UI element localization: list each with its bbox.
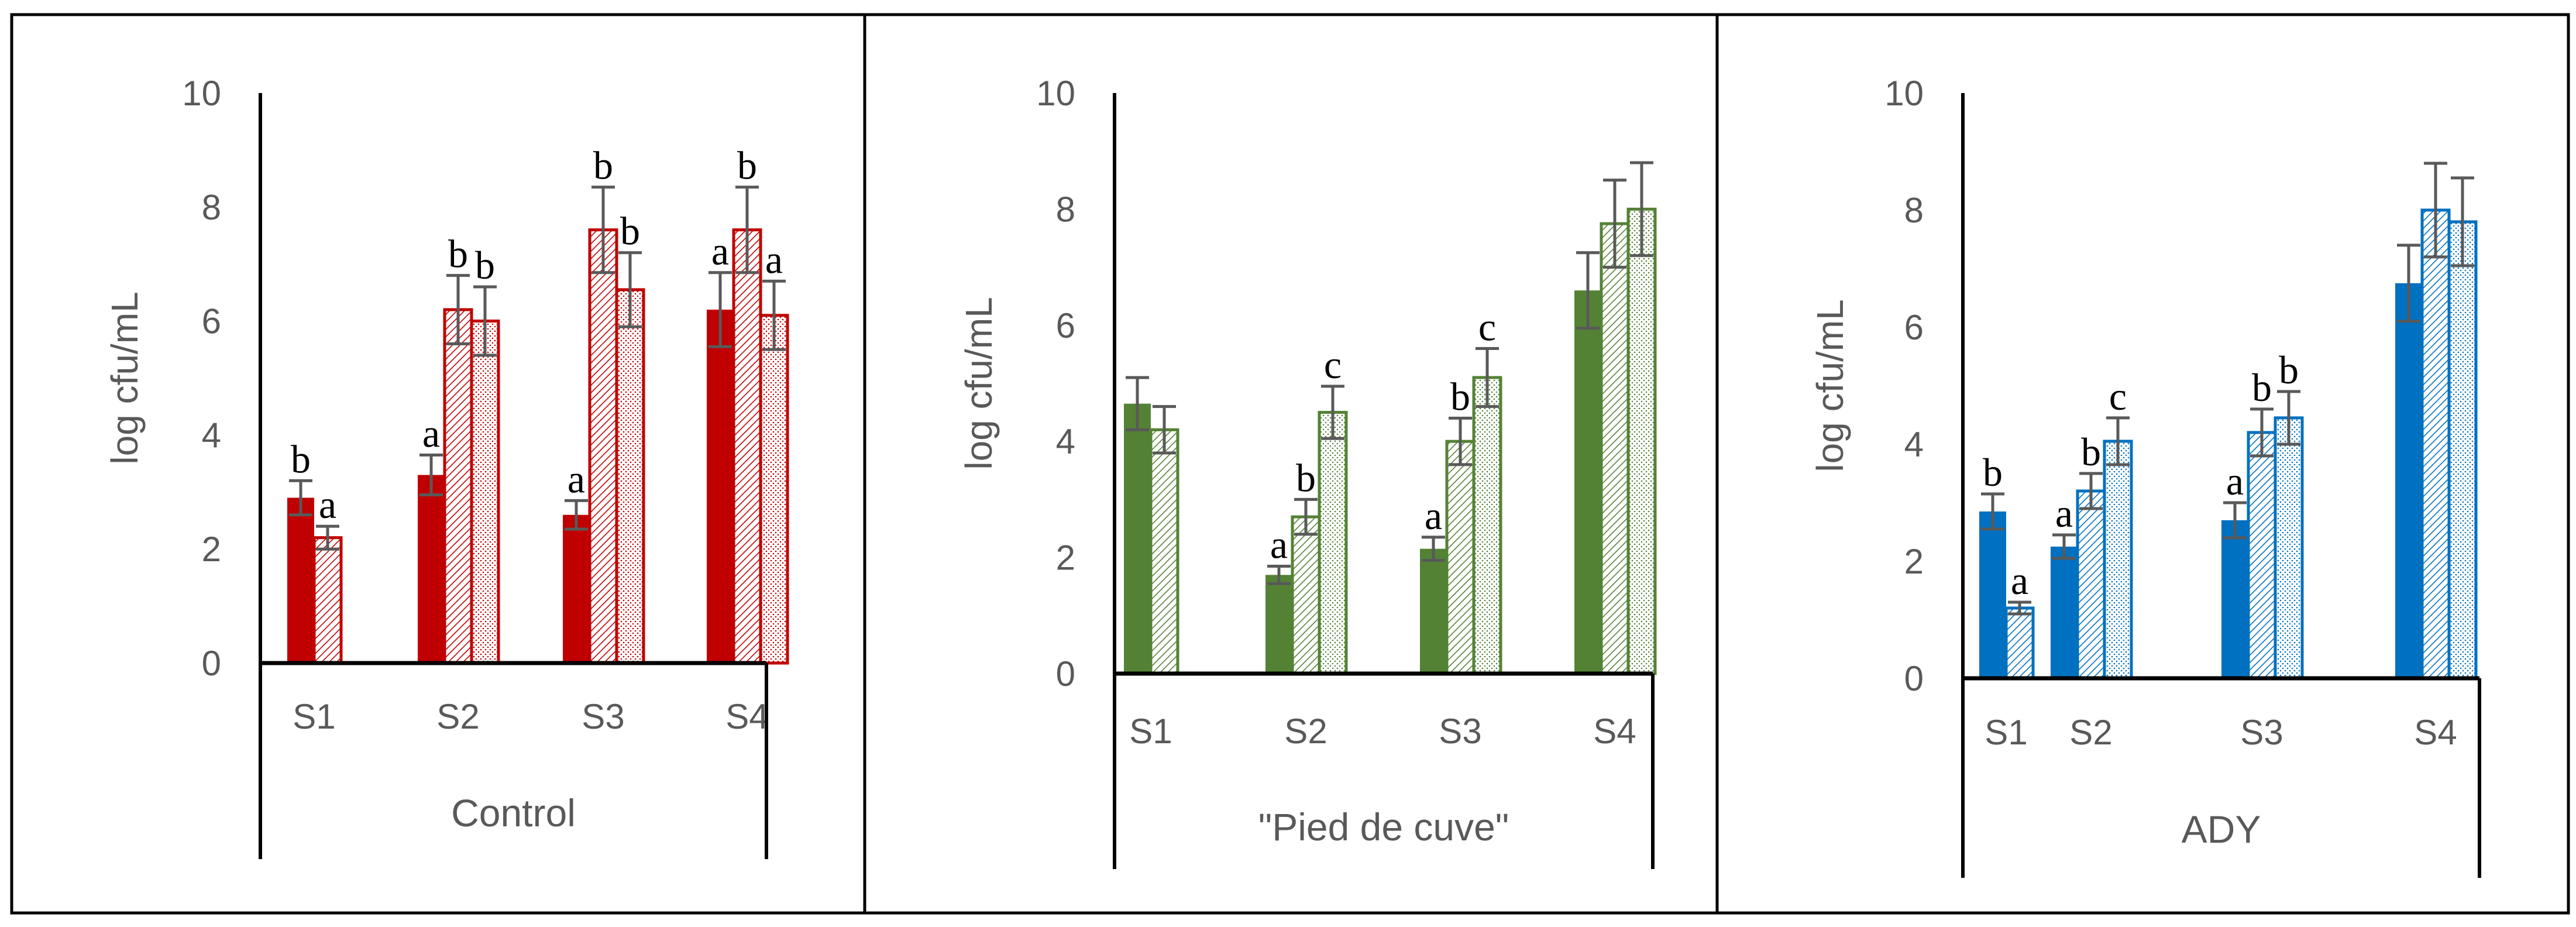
bar-s2-series-3 [470,320,500,665]
category-label: S1 [1985,713,2027,752]
category-label: S3 [2240,713,2283,752]
significance-letter: a [568,456,585,501]
category-label: S3 [582,697,624,736]
significance-letter: b [1983,450,2003,495]
bar-s2-series-2 [1291,515,1321,675]
bar-s2-series-1 [1265,575,1292,674]
bar-s4-series-3 [759,314,789,665]
category-label: S4 [725,697,768,736]
significance-letter: c [1478,304,1496,349]
bar-s1-series-2 [1149,428,1179,675]
significance-letter: b [291,437,311,481]
bar-s3-series-2 [1445,440,1476,675]
y-tick-label: 0 [1904,659,1924,698]
bar-s3-series-1 [1420,548,1447,674]
bar-s3-series-1 [2221,520,2248,678]
y-tick-label: 2 [1056,538,1075,578]
y-axis-title: log cfu/mL [1809,299,1851,472]
significance-letter: a [2226,459,2244,503]
bar-s3-series-3 [1472,376,1502,675]
significance-letter: a [711,229,729,273]
significance-letter: b [2279,348,2299,392]
bar-s2-series-2 [2076,489,2106,680]
significance-letter: b [1296,455,1316,500]
y-tick-label: 8 [1904,191,1924,230]
category-label: S3 [1439,712,1481,751]
category-label: S4 [1593,712,1636,751]
category-group-title: "Pied de cuve" [1258,805,1509,849]
bar-s3-series-2 [588,228,618,665]
figure-frame [10,13,2570,915]
significance-letter: a [1270,522,1288,566]
bar-s2-series-1 [418,475,445,663]
bar-s1-series-1 [287,497,314,663]
y-tick-label: 10 [1036,74,1075,113]
y-tick-label: 4 [1904,425,1924,464]
significance-letter: a [2011,558,2028,603]
significance-letter: b [737,143,757,188]
bar-s4-series-2 [1600,222,1630,675]
y-axis-title: log cfu/mL [958,297,1000,469]
bar-s4-series-1 [2395,283,2422,678]
category-label: S2 [436,697,479,736]
y-tick-label: 6 [202,302,221,341]
significance-letter: a [319,482,336,527]
significance-letter: a [2055,491,2073,535]
y-tick-label: 0 [202,644,221,683]
significance-letter: b [593,143,613,188]
bar-s2-series-3 [2103,440,2133,680]
significance-letter: b [475,243,495,287]
bar-s4-series-1 [707,310,734,663]
bar-s2-series-3 [1318,411,1348,675]
y-tick-label: 8 [1056,190,1075,229]
bar-s4-series-2 [732,228,762,665]
bar-s1-series-2 [312,536,343,665]
bar-s3-series-3 [615,288,645,665]
significance-letter: a [1425,493,1442,538]
category-label: S1 [1129,712,1172,751]
y-tick-label: 10 [1884,74,1924,113]
category-label: S2 [2069,713,2112,752]
y-tick-label: 0 [1056,654,1075,693]
significance-letter: b [448,232,468,276]
bar-s4-series-3 [1626,207,1657,675]
significance-letter: b [620,209,640,253]
significance-letter: a [422,411,440,455]
y-axis-title: log cfu/mL [104,291,146,464]
bar-s1-series-1 [1124,403,1151,674]
category-group-title: ADY [2182,808,2261,851]
bar-s4-series-3 [2447,220,2478,680]
significance-letter: b [2252,365,2272,410]
category-group-title: Control [451,791,576,835]
bar-s3-series-1 [563,514,590,663]
bar-s3-series-2 [2247,431,2277,680]
category-label: S4 [2414,713,2457,752]
y-tick-label: 8 [202,188,221,227]
significance-letter: a [765,237,783,281]
y-tick-label: 2 [202,530,221,569]
bar-s4-series-2 [2420,208,2451,680]
bar-s1-series-1 [1979,511,2006,678]
y-tick-label: 6 [1904,308,1924,347]
bar-s1-series-2 [2004,606,2035,680]
bar-s4-series-1 [1574,290,1601,674]
significance-letter: b [1450,375,1470,419]
y-tick-label: 10 [182,74,221,113]
y-tick-label: 2 [1904,542,1924,581]
bar-s2-series-1 [2051,547,2078,678]
significance-letter: b [2081,430,2101,474]
y-tick-label: 4 [1056,422,1075,461]
y-tick-label: 4 [202,416,221,455]
bar-s3-series-3 [2274,416,2304,680]
significance-letter: c [2109,374,2127,418]
category-label: S1 [293,697,335,736]
significance-letter: c [1324,342,1342,387]
category-label: S2 [1284,712,1327,751]
y-tick-label: 6 [1056,306,1075,345]
bar-s2-series-2 [443,308,473,665]
